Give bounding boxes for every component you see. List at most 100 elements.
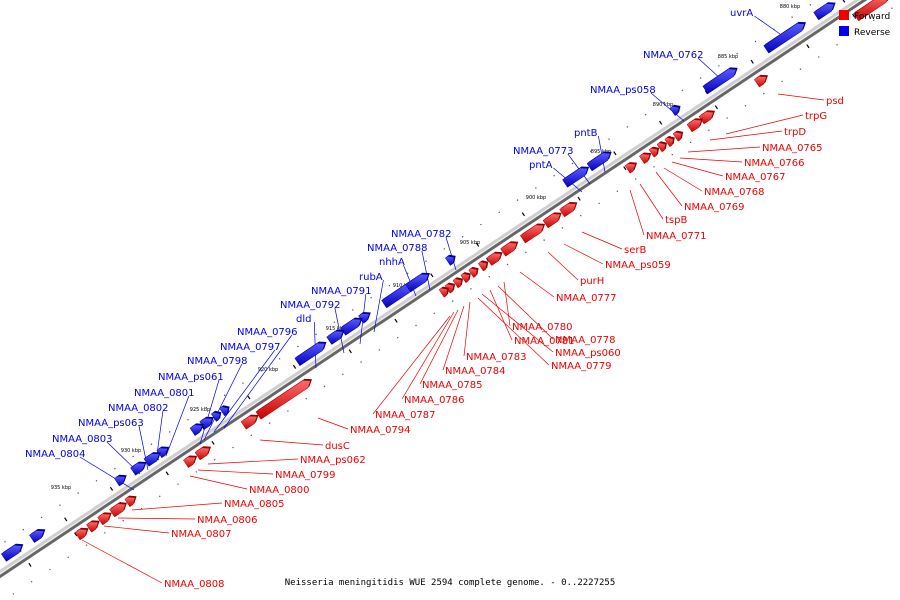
forward-gene-label: dusC — [325, 441, 350, 452]
scale-dot — [818, 56, 820, 58]
scale-dot — [59, 504, 61, 506]
reverse-label-leader — [754, 15, 781, 35]
reverse-gene — [219, 406, 229, 417]
scale-dot — [736, 52, 738, 55]
scale-dot — [451, 300, 454, 302]
forward-gene-label: NMAA_0786 — [404, 395, 465, 406]
tick-mark — [247, 395, 251, 400]
forward-gene-label: NMAA_0807 — [171, 529, 232, 540]
forward-gene-label: serB — [624, 245, 646, 256]
forward-gene-label: NMAA_0785 — [422, 380, 483, 391]
reverse-gene — [143, 453, 160, 467]
forward-gene — [664, 137, 674, 148]
reverse-gene-label: NMAA_0788 — [367, 243, 428, 254]
reverse-gene-label: NMAA_ps058 — [590, 85, 656, 96]
forward-gene-label: NMAA_0794 — [350, 425, 411, 436]
reverse-gene — [562, 167, 588, 188]
forward-label-leader — [117, 517, 196, 520]
scale-dot — [872, 19, 875, 22]
forward-label-leader — [777, 93, 825, 101]
scale-dot — [689, 141, 692, 144]
tick-label: 925 kbp — [190, 407, 210, 413]
forward-label-leader — [477, 297, 550, 366]
forward-label-leader — [547, 251, 579, 281]
scale-dot — [754, 40, 757, 43]
scale-dot — [488, 275, 490, 278]
scale-dot — [30, 581, 33, 583]
scale-dot — [626, 126, 629, 128]
forward-gene — [853, 0, 888, 22]
forward-gene — [444, 283, 454, 294]
reverse-gene-label: NMAA_0797 — [220, 342, 281, 353]
tick-mark — [577, 196, 581, 201]
tick-mark — [521, 212, 525, 217]
tick-label: 905 kbp — [460, 240, 480, 246]
reverse-label-leader — [213, 349, 276, 433]
scale-dot — [213, 459, 216, 461]
scale-dot — [323, 385, 326, 388]
tick-label: 880 kbp — [780, 4, 800, 10]
forward-label-leader — [401, 311, 455, 400]
forward-gene-label: trpG — [805, 111, 827, 122]
reverse-gene-label: uvrA — [730, 8, 753, 19]
reverse-gene — [294, 342, 326, 367]
scale-dot — [791, 16, 793, 18]
tick-label: 915 kbp — [326, 326, 346, 332]
tick-mark — [109, 486, 114, 491]
scale-dot — [553, 175, 555, 177]
forward-gene — [124, 496, 136, 508]
reverse-gene — [189, 424, 203, 436]
forward-label-leader — [709, 130, 783, 141]
forward-gene-label: NMAA_ps060 — [555, 348, 621, 359]
forward-gene — [519, 224, 544, 244]
scale-dot — [177, 483, 179, 485]
forward-gene — [97, 513, 111, 526]
forward-label-leader — [197, 469, 274, 475]
forward-gene-label: NMAA_ps059 — [605, 260, 671, 271]
reverse-gene — [29, 530, 45, 543]
forward-gene — [183, 456, 196, 468]
forward-label-leader — [189, 475, 248, 490]
forward-gene-label: purH — [580, 276, 604, 287]
legend-reverse-label: Reverse — [854, 28, 891, 38]
scale-dot — [232, 446, 234, 449]
forward-label-leader — [442, 305, 465, 371]
scale-dot — [360, 361, 362, 363]
tick-mark — [348, 349, 352, 354]
reverse-gene — [210, 412, 221, 422]
forward-gene — [468, 268, 478, 278]
reverse-gene-label: NMAA_0803 — [52, 434, 113, 445]
legend: Forward Reverse — [839, 10, 891, 38]
forward-label-leader — [103, 525, 170, 534]
forward-gene-label: NMAA_0805 — [224, 499, 285, 510]
scale-dot — [352, 309, 354, 311]
scale-dot — [598, 202, 600, 205]
forward-label-leader — [629, 189, 645, 236]
scale-dot — [425, 260, 427, 262]
tick-mark — [28, 562, 32, 567]
tick-label: 920 kbp — [258, 367, 278, 373]
scale-dot — [122, 520, 124, 522]
forward-gene — [86, 521, 99, 533]
scale-dot — [315, 333, 317, 336]
forward-label-leader — [519, 271, 555, 298]
scale-dot — [333, 321, 336, 323]
forward-gene — [753, 76, 767, 88]
scale-dot — [114, 467, 116, 470]
forward-gene-label: NMAA_0806 — [197, 515, 258, 526]
scale-dot — [159, 495, 161, 498]
tick-mark — [64, 517, 68, 522]
reverse-label-leader — [199, 379, 220, 445]
forward-gene-label: psd — [826, 96, 844, 107]
forward-gene — [542, 213, 561, 229]
scale-dot — [77, 492, 79, 494]
forward-gene — [656, 142, 666, 153]
scale-dot — [4, 541, 6, 543]
scale-dot — [580, 214, 582, 217]
reverse-label-leader — [223, 334, 293, 429]
scale-dot — [480, 223, 482, 226]
forward-gene — [624, 163, 636, 174]
